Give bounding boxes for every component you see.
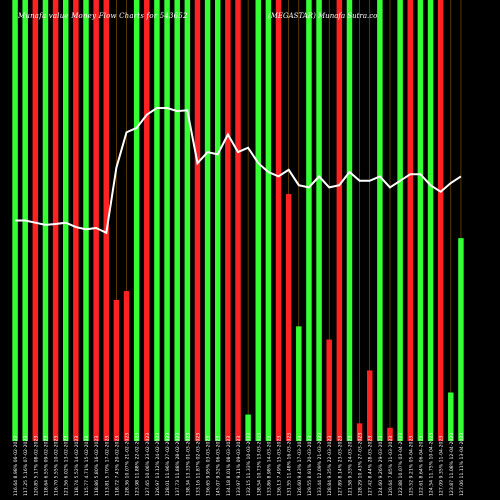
bar [42,0,49,441]
x-tick-label: 127.42 8.44% 28-03-2023 [368,436,374,496]
x-tick-label: 121.56 6.02% 13-02-2023 [64,436,70,496]
x-tick-label: 125.52 9.21% 05-04-2023 [408,436,414,496]
x-tick-label: 123.98 11.88% 22-02-2023 [135,433,141,496]
bar [346,0,353,441]
bar [285,194,292,441]
bar [265,0,272,441]
bar [214,0,221,441]
x-tick-label: 124.60 9.26% 29-03-2023 [378,436,384,496]
x-tick-label: 138.54 10.73% 13-03-2023 [256,433,262,496]
x-tick-label: 138.34 13.33% 01-03-2023 [185,433,191,496]
x-tick-label: 113.81 5.70% 17-02-2023 [104,436,110,496]
bar [204,0,211,441]
bar [437,0,444,441]
bar [164,0,170,441]
x-tick-label: 132.15 11.33% 10-03-2023 [246,433,252,496]
bar [397,0,403,441]
x-tick-label: 131.55 11.48% 16-03-2023 [287,433,293,496]
x-tick-label: 128.01 11.96% 27-02-2023 [165,433,171,496]
x-tick-label: 122.61 8.64% 06-04-2023 [418,436,424,496]
x-tick-label: 134.18 8.01% 08-03-2023 [226,436,232,496]
chart-title-left: Munafa value Money Flow Charts for 54365… [18,12,188,20]
bar [133,0,140,441]
price-line [15,107,462,235]
bar [144,0,150,441]
x-tick-label: 123.87 11.08% 12-04-2023 [449,433,455,496]
bar [356,423,363,441]
bar [93,0,99,441]
x-tick-label: 127.65 10.06% 23-02-2023 [145,433,151,496]
x-tick-label: 128.36 10.07% 21-02-2023 [125,433,131,496]
x-tick-label: 136.13 7.49% 15-03-2023 [277,436,283,496]
x-tick-labels: 116.64 8.98% 06-02-2023 117.25 5.16% 07-0… [13,433,465,496]
bar [12,0,18,441]
bar [245,414,251,441]
x-tick-label: 127.09 9.35% 11-04-2023 [439,436,445,496]
x-tick-label: 133.44 12.09% 21-03-2023 [317,433,323,496]
bar [174,0,180,441]
bar [326,339,332,441]
x-tick-label: 127.89 8.14% 23-03-2023 [337,436,343,496]
x-tick-label: 120.64 7.85% 31-03-2023 [388,436,394,496]
x-tick-label: 145.07 9.52% 06-03-2023 [216,436,222,496]
x-tick-label: 126.97 13.12% 24-02-2023 [155,433,161,496]
bar [296,326,302,441]
x-tick-label: 118.74 5.52% 14-02-2023 [74,436,80,496]
bar [275,0,282,441]
x-tick-label: 133.16 11.87% 02-03-2023 [195,433,201,496]
bar [427,0,434,441]
bar [407,0,414,441]
bar [387,427,393,441]
x-tick-label: 122.88 10.07% 03-04-2023 [398,433,404,496]
bar [316,0,322,441]
bar [377,0,383,441]
x-tick-label: 136.65 9.95% 03-03-2023 [206,436,212,496]
bar [184,0,191,441]
x-tick-label: 137.73 11.88% 28-02-2023 [175,433,181,496]
x-tick-label: 128.29 10.43% 27-03-2023 [358,433,364,496]
bar [194,0,201,441]
x-tick-label: 129.55 8.91% 20-03-2023 [307,436,313,496]
x-tick-label: 128.84 9.35% 22-03-2023 [327,436,333,496]
chart-title-right: (MEGASTAR) Munafa Sutra.co [268,12,378,20]
x-tick-label: 117.25 5.16% 07-02-2023 [23,436,29,496]
bar [336,0,343,441]
bar [73,0,79,441]
bar [62,0,69,441]
x-tick-label: 116.70 5.55% 10-02-2023 [54,436,60,496]
bar [123,291,130,441]
x-tick-label: 126.60 9.43% 17-03-2023 [297,436,303,496]
bar [448,392,454,441]
x-tick-label: 120.85 5.17% 08-02-2023 [33,436,39,496]
bar [235,0,241,441]
bar [417,0,424,441]
x-tick-label: 115.77 4.71% 15-02-2023 [84,436,90,496]
bar [255,0,262,441]
bar [225,0,231,441]
x-tick-label: 118.86 5.80% 16-02-2023 [94,436,100,496]
bar [83,0,89,441]
bar [52,0,59,441]
x-tick-label: 127.06 11.11% 13-04-2023 [459,433,465,496]
bar [113,299,120,441]
x-tick-label: 133.86 8.98% 14-03-2023 [266,436,272,496]
bar [103,0,110,441]
x-tick-label: 118.72 7.43% 20-02-2023 [114,436,120,496]
x-tick-label: 121.58 9.33% 24-03-2023 [347,436,353,496]
x-tick-label: 133.97 9.11% 09-03-2023 [236,436,242,496]
x-tick-label: 118.64 6.55% 09-02-2023 [43,436,49,496]
x-tick-label: 124.54 11.75% 10-04-2023 [429,433,435,496]
bar [458,238,464,441]
x-tick-label: 116.64 8.98% 06-02-2023 [13,436,19,496]
bar [366,370,373,441]
bar [32,0,39,441]
bar [154,0,160,441]
bar [306,0,312,441]
